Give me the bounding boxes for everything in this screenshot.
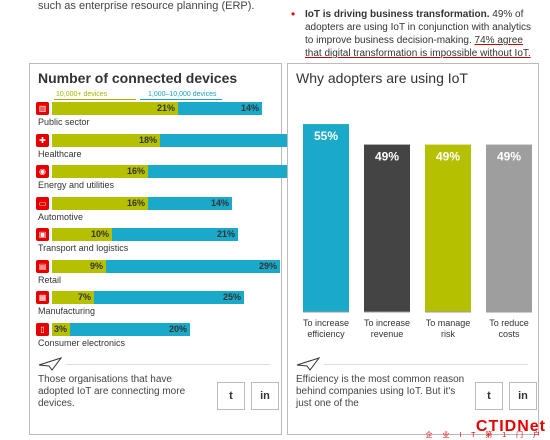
- category-label: Automotive: [38, 211, 84, 222]
- bullet-highlight: 74% agree that digital transformation is…: [305, 35, 531, 59]
- bus-icon: ▣: [36, 228, 49, 241]
- legend-series-a: 10,000+ devices: [56, 91, 108, 98]
- watermark-logo: CTIDNet: [475, 418, 546, 435]
- footer-divider: [324, 364, 528, 365]
- bar-segment-10000-plus: 9%: [52, 259, 106, 273]
- category-label: Public sector: [38, 117, 90, 127]
- bar-row: ◉16%36%Energy and utilities: [36, 164, 364, 192]
- bar-row: ▥ 21% 14% Public sector: [36, 101, 281, 129]
- category-label: Energy and utilities: [38, 180, 115, 190]
- bar: [425, 144, 471, 312]
- paper-plane-icon: [296, 357, 320, 371]
- bullet-dot-icon: •: [291, 7, 296, 21]
- building-icon: ▥: [36, 102, 49, 115]
- cart-icon: ▤: [36, 259, 49, 273]
- category-label: Transport and logistics: [38, 243, 129, 253]
- category-label: Consumer electronics: [38, 337, 126, 348]
- car-icon: ▭: [36, 196, 49, 210]
- bar: [486, 144, 532, 312]
- bar-segment-1000-10000: 14%: [178, 102, 262, 115]
- twitter-icon: t: [229, 390, 233, 402]
- data-label: 49%: [436, 150, 460, 164]
- bar-segment-10000-plus: 21%: [52, 102, 178, 115]
- twitter-icon: t: [487, 390, 491, 402]
- bar-row: ▣ 10% 21% Transport and logistics: [36, 227, 281, 255]
- legend-line-b: [140, 99, 222, 100]
- phone-icon: ▯: [36, 322, 49, 336]
- intro-fragment: such as enterprise resource planning (ER…: [38, 0, 255, 12]
- bar-row: ▤ 9% 29% Retail: [36, 259, 281, 287]
- data-label: 49%: [375, 150, 399, 164]
- bar-row: ▭ 16% 14% Automotive: [36, 196, 281, 224]
- category-label: To increase efficiency: [303, 318, 349, 339]
- bullet-point: • IoT is driving business transformation…: [291, 7, 533, 60]
- bar-segment-10000-plus: 16%: [52, 165, 148, 178]
- data-label: 49%: [497, 150, 521, 164]
- bullet-lead: IoT is driving business transformation.: [305, 9, 490, 20]
- linkedin-share-button[interactable]: in: [251, 382, 279, 410]
- bar-row: ▯ 3% 20% Consumer electronics: [36, 322, 281, 350]
- bar-segment-1000-10000: 20%: [70, 322, 190, 336]
- factory-icon: ▦: [36, 291, 49, 304]
- category-label: To reduce costs: [489, 318, 529, 339]
- legend-line-a: [54, 99, 136, 100]
- category-label: Manufacturing: [38, 306, 96, 316]
- twitter-share-button[interactable]: t: [217, 382, 245, 410]
- linkedin-icon: in: [260, 390, 270, 402]
- paper-plane-icon: [38, 357, 62, 371]
- bar-segment-10000-plus: 10%: [52, 228, 112, 241]
- footer-divider: [66, 364, 270, 365]
- bar-segment-1000-10000: 21%: [112, 228, 238, 241]
- linkedin-share-button[interactable]: in: [509, 382, 537, 410]
- bar-segment-1000-10000: 14%: [148, 196, 232, 210]
- panel-title: Number of connected devices: [38, 70, 238, 86]
- health-cross-icon: ✚: [36, 133, 49, 147]
- legend-series-b: 1,000–10,000 devices: [148, 91, 217, 98]
- panel-title: Why adopters are using IoT: [296, 70, 468, 86]
- bar-segment-10000-plus: 18%: [52, 133, 160, 147]
- bar: [364, 144, 410, 312]
- bar: [303, 124, 349, 312]
- linkedin-icon: in: [518, 390, 528, 402]
- lightbulb-icon: ◉: [36, 165, 49, 178]
- connected-devices-panel: Number of connected devices 10,000+ devi…: [29, 63, 364, 435]
- bullet-body: 49% of adopters are using IoT in conjunc…: [305, 9, 532, 46]
- panel-footer-text: Those organisations that have adopted Io…: [38, 374, 186, 409]
- vertical-bar-chart: 55% To increase efficiency 49% To increase re…: [303, 124, 532, 339]
- watermark-subtitle: 企 业 I T 第 1 门 户: [425, 432, 544, 439]
- twitter-share-button[interactable]: t: [475, 382, 503, 410]
- bar-segment-1000-10000: 29%: [106, 259, 280, 273]
- category-label: To manage risk: [426, 318, 471, 339]
- data-label: 55%: [314, 129, 338, 143]
- why-adopters-panel: Why adopters are using IoT 55% To increas…: [287, 63, 539, 435]
- category-label: Retail: [38, 274, 62, 285]
- panel-footer-text: Efficiency is the most common reason beh…: [296, 374, 465, 409]
- bar-row: ▦ 7% 25% Manufacturing: [36, 290, 281, 318]
- bar-segment-1000-10000: 25%: [94, 291, 244, 304]
- bar-segment-10000-plus: 7%: [52, 291, 94, 304]
- bar-row: ✚18%25%Healthcare: [36, 133, 310, 161]
- bar-segment-10000-plus: 3%: [52, 322, 70, 336]
- bar-segment-10000-plus: 16%: [52, 196, 148, 210]
- category-label: Healthcare: [38, 148, 82, 159]
- category-label: To increase revenue: [364, 318, 410, 339]
